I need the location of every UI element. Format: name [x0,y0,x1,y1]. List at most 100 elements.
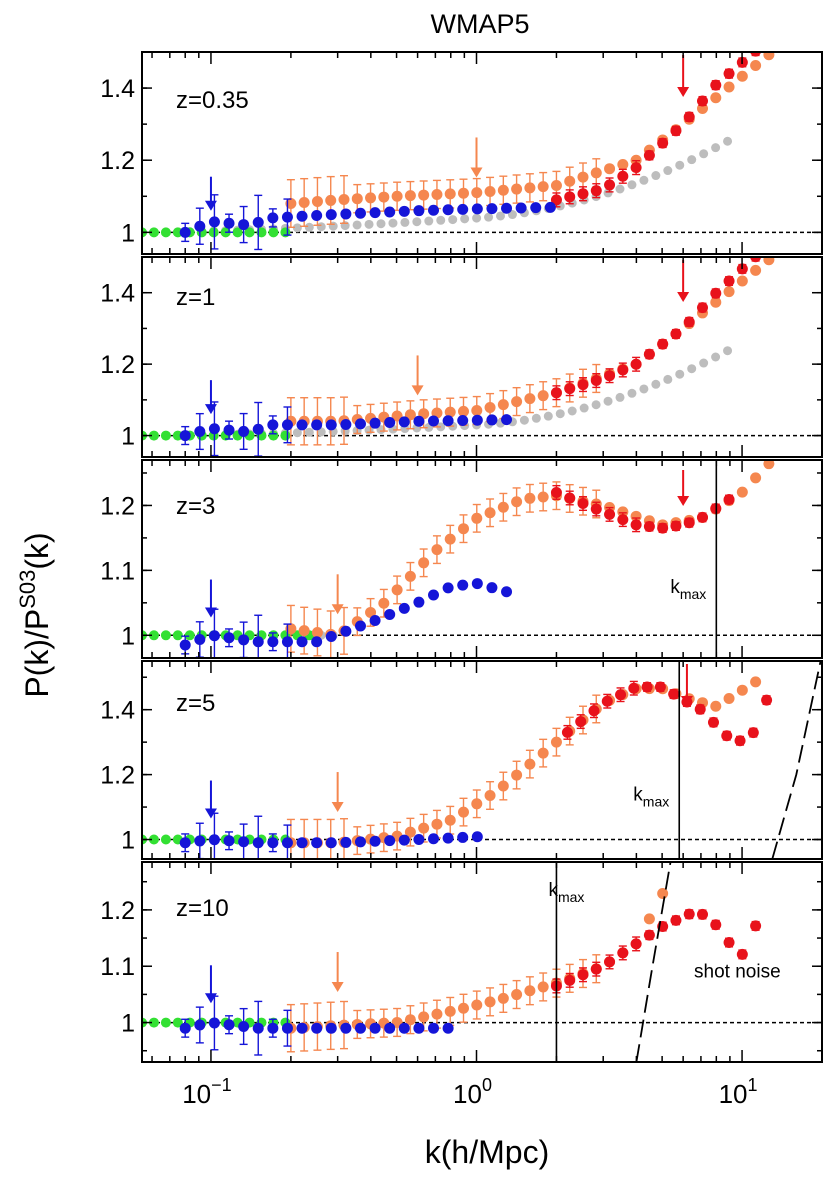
red-point [561,726,573,738]
blue-point [486,203,498,215]
orange-point [457,806,469,818]
gray-point [424,216,434,226]
green-point [268,227,279,238]
orange-point [604,163,616,175]
panel-3: kmax 1 1.1 1.2 z=3 [100,459,823,659]
red-point [641,681,653,693]
blue-point [457,579,469,591]
orange-point [365,606,377,618]
gray-point [723,136,733,146]
orange-point [311,626,323,638]
blue-point [281,837,293,849]
shot-noise-curve [635,862,672,1062]
red-point [750,52,762,57]
orange-point [750,472,762,484]
green-point [232,227,243,238]
orange-point [750,60,762,72]
orange-point [617,158,629,170]
orange-point [537,491,549,503]
blue-point [223,1019,235,1031]
red-point [630,519,642,531]
green-point [244,227,255,238]
red-point [604,179,616,191]
kmax-label-sub: max [558,889,584,905]
gray-point [603,396,613,406]
orange-point [365,192,377,204]
orange-point [351,193,363,205]
blue-point [267,837,279,849]
orange-point [325,194,337,206]
green-point [172,1017,183,1028]
red-arrow-head [677,87,690,97]
orange-point [524,985,536,997]
red-point [761,694,773,706]
gray-point [460,214,470,224]
red-point [590,963,602,975]
red-point [643,929,655,941]
blue-point [428,1022,440,1034]
red-point [630,358,642,370]
orange-point [431,544,443,556]
orange-point [710,92,722,104]
orange-point [511,496,523,508]
blue-point [208,834,220,846]
y-axis-title-tail: (k) [19,532,55,569]
gray-point [472,213,482,223]
red-arrow-head [677,292,690,302]
red-point [617,947,629,959]
gray-point [304,427,314,437]
y-tick-label: 1.2 [100,492,135,520]
orange-point [630,510,642,522]
green-point [160,630,171,641]
orange-arrow-head [411,385,424,396]
blue-point [413,205,425,217]
green-point [160,430,171,441]
red-point [670,125,682,137]
red-point [590,375,602,387]
red-point [710,79,722,91]
red-point [604,508,616,520]
red-point [550,194,562,206]
blue-point [238,425,250,437]
orange-point [511,396,523,408]
redshift-label: z=0.35 [176,87,249,114]
orange-point [418,822,430,834]
blue-arrow-head [204,404,217,415]
gray-point [687,364,697,374]
blue-point [281,1022,293,1034]
blue-point [442,1022,454,1034]
gray-point [555,409,565,419]
red-point [643,348,655,360]
blue-point [471,578,483,590]
red-point [590,503,602,515]
blue-point [194,220,206,232]
gray-point [519,415,529,425]
orange-point [723,286,735,298]
orange-point [577,171,589,183]
red-point [710,919,722,931]
blue-point [413,1022,425,1034]
red-point [670,328,682,340]
blue-point [267,1022,279,1034]
blue-point [325,631,337,643]
red-point [683,517,695,529]
blue-point [398,834,410,846]
blue-point [238,219,250,231]
blue-arrow-head [204,808,217,819]
red-point [550,486,562,498]
panel-plot-area [142,862,822,1062]
gray-point [292,428,302,438]
blue-point [501,202,513,214]
blue-point [442,204,454,216]
blue-point [413,415,425,427]
orange-point [484,507,496,519]
blue-point [296,837,308,849]
gray-point [316,222,326,232]
x-tick-labels: 10−1 100 101 [182,1075,757,1109]
orange-point [723,692,735,704]
blue-point [413,833,425,845]
blue-point [384,1022,396,1034]
orange-point [484,996,496,1008]
gray-point [651,171,661,181]
orange-point [736,684,748,696]
